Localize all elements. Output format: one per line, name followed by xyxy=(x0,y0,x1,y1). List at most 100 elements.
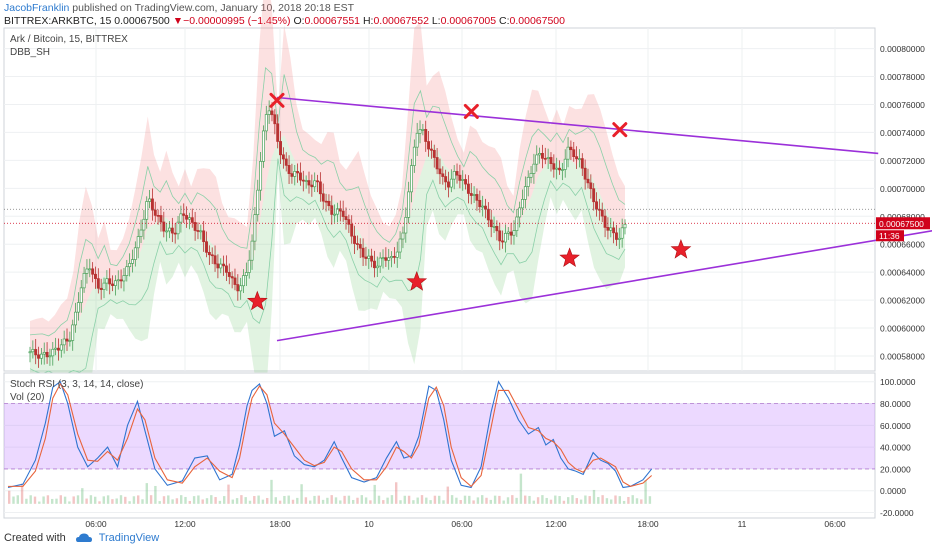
volume-bar xyxy=(240,495,243,504)
price-pane[interactable]: Ark / Bitcoin, 15, BITTREX DBB_SH 0.0005… xyxy=(3,0,932,421)
osc-axis[interactable]: 100.0000 80.0000 60.0000 40.0000 20.0000 0.00… xyxy=(880,377,916,518)
volume-bar xyxy=(162,496,166,504)
candle-body xyxy=(293,171,297,177)
y-tick-label: 0.00064000 xyxy=(880,268,925,278)
candle-body xyxy=(595,201,598,210)
volume-bar xyxy=(450,495,454,504)
volume-bar xyxy=(433,495,437,504)
osc-tick-label: 80.0000 xyxy=(880,399,911,409)
volume-bar xyxy=(197,495,200,504)
osc-pane-title: Stoch RSI (3, 3, 14, 14, close) xyxy=(10,379,143,390)
volume-bar xyxy=(326,497,329,504)
x-marker-icon xyxy=(612,122,628,138)
author-link[interactable]: JacobFranklin xyxy=(4,2,70,14)
volume-bar xyxy=(554,495,557,504)
candle-body xyxy=(364,256,368,259)
candle-body xyxy=(99,287,103,290)
volume-bar xyxy=(631,495,634,504)
candle-body xyxy=(68,340,72,342)
volume-bar xyxy=(266,497,269,504)
vol-label: Vol (20) xyxy=(10,392,44,403)
volume-bar xyxy=(218,500,222,504)
candle-body xyxy=(526,176,530,187)
candle-body xyxy=(45,351,49,358)
volume-bar xyxy=(536,497,540,504)
tradingview-brand-link[interactable]: TradingView xyxy=(98,532,160,544)
volume-bar xyxy=(610,499,613,504)
volume-bar xyxy=(89,495,93,504)
candle-body xyxy=(74,311,78,326)
volume-bar xyxy=(562,500,566,504)
volume-bar xyxy=(446,486,449,504)
candle-body xyxy=(318,181,322,195)
upper-trendline xyxy=(276,96,879,155)
volume-bar xyxy=(463,495,467,504)
time-axis[interactable]: 06:00 12:00 18:00 10 06:00 12:00 18:00 11 06:00 xyxy=(4,517,875,529)
candle-body xyxy=(165,230,169,233)
upper-band-fill xyxy=(30,0,625,354)
volume-bar xyxy=(498,495,501,504)
volume-bar xyxy=(515,497,518,504)
candle-body xyxy=(219,263,223,269)
candle-body xyxy=(139,229,143,237)
candle-body xyxy=(247,259,251,273)
volume-bar xyxy=(287,495,290,504)
volume-bar xyxy=(205,498,209,504)
volume-bar xyxy=(493,495,497,504)
volume-bar xyxy=(296,497,299,504)
osc-tick-label: 40.0000 xyxy=(880,443,911,453)
lower-trendline xyxy=(276,230,932,342)
candle-body xyxy=(410,165,413,193)
candle-body xyxy=(122,275,126,282)
volume-bar xyxy=(149,495,153,504)
candle-body xyxy=(82,273,86,289)
candle-body xyxy=(566,146,570,160)
stoch-rsi-pane[interactable]: Stoch RSI (3, 3, 14, 14, close) Vol (20)… xyxy=(3,372,916,519)
volume-bar xyxy=(321,499,325,504)
candle-body xyxy=(281,154,285,160)
x-tick-label: 06:00 xyxy=(824,519,846,529)
candle-body xyxy=(378,257,382,267)
candle-body xyxy=(168,227,171,232)
candle-body xyxy=(549,157,553,164)
candle-body xyxy=(395,251,399,258)
candle-body xyxy=(481,205,485,208)
candle-body xyxy=(575,156,579,160)
volume-bar xyxy=(235,498,239,504)
volume-bar xyxy=(106,495,110,504)
volume-bar xyxy=(360,495,363,504)
volume-bar xyxy=(412,500,415,504)
candle-body xyxy=(65,338,69,342)
candle-body xyxy=(472,194,476,196)
candle-body xyxy=(250,240,254,261)
candle-body xyxy=(85,268,89,274)
candle-body xyxy=(153,209,157,216)
candle-body xyxy=(304,180,308,182)
price-axis[interactable]: 0.00058000 0.00060000 0.00062000 0.00064000… xyxy=(876,44,930,361)
candle-body xyxy=(324,200,328,203)
candle-body xyxy=(244,272,248,276)
candle-body xyxy=(205,241,208,253)
candle-body xyxy=(515,216,519,232)
volume-bar xyxy=(416,497,419,504)
candle-body xyxy=(603,215,607,228)
volume-bar xyxy=(622,500,626,504)
band-inner-line xyxy=(29,67,626,337)
candle-body xyxy=(79,287,83,303)
candle-body xyxy=(76,302,80,313)
candle-body xyxy=(444,176,448,183)
volume-bar xyxy=(614,495,617,504)
chart-canvas[interactable]: Ark / Bitcoin, 15, BITTREX DBB_SH 0.0005… xyxy=(0,0,932,532)
candle-body xyxy=(350,223,354,237)
volume-bar xyxy=(352,499,355,504)
volume-bar xyxy=(511,495,514,504)
volume-bar xyxy=(231,499,234,504)
volume-bar xyxy=(300,484,303,504)
candle-body xyxy=(466,183,470,194)
volume-bar xyxy=(601,495,604,504)
volume-bar xyxy=(532,500,535,504)
low-value: 0.00067005 xyxy=(440,15,497,27)
candle-body xyxy=(492,226,496,228)
volume-bar xyxy=(184,496,187,504)
candle-body xyxy=(427,141,431,150)
